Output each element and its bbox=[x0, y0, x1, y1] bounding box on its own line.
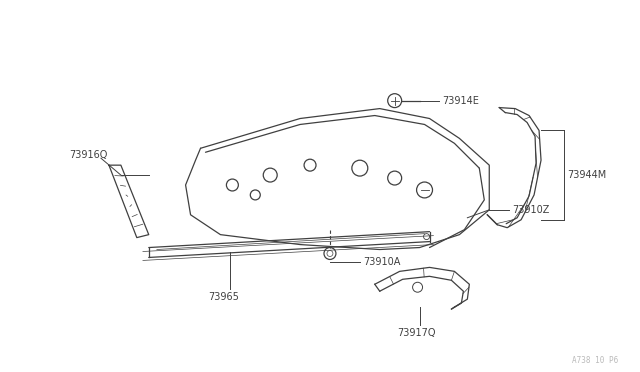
Text: 73910Z: 73910Z bbox=[512, 205, 550, 215]
Text: 73914E: 73914E bbox=[442, 96, 479, 106]
Text: 73910A: 73910A bbox=[363, 257, 400, 267]
Text: 73916Q: 73916Q bbox=[69, 150, 108, 160]
Text: A738 10 P6: A738 10 P6 bbox=[572, 356, 619, 365]
Text: 73917Q: 73917Q bbox=[397, 328, 436, 338]
Text: 73965: 73965 bbox=[209, 292, 239, 302]
Text: 73944M: 73944M bbox=[567, 170, 606, 180]
